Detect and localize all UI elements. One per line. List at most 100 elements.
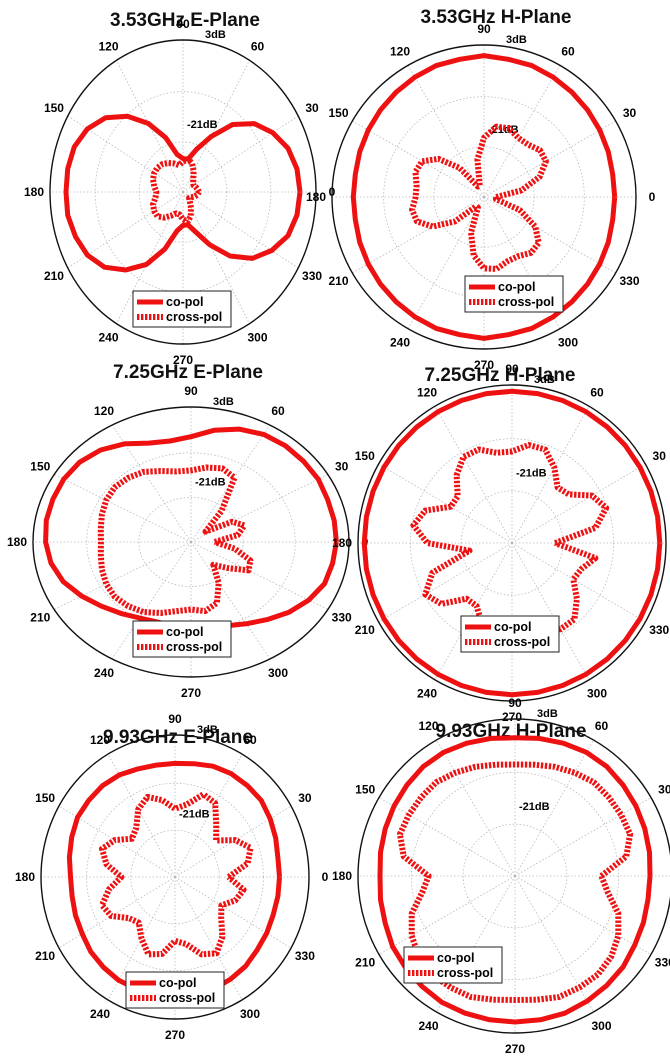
angle-tick-label: 210	[328, 274, 348, 288]
angle-tick-label: 120	[90, 733, 110, 747]
polar-chart: 03060901201501802102402703003303dB-21dBc…	[306, 22, 656, 372]
angle-tick-label: 330	[649, 623, 669, 637]
grid-spoke	[352, 196, 485, 274]
co-pol-series-line	[66, 760, 282, 1001]
grid-ring	[138, 497, 244, 587]
chart-title: 9.93GHz E-Plane	[103, 727, 253, 748]
outer-ring	[357, 384, 667, 702]
angle-tick-label: 180	[306, 190, 326, 204]
angle-tick-label: 270	[505, 1042, 525, 1056]
angle-tick-label: 240	[98, 330, 118, 344]
angle-tick-label: 120	[418, 719, 438, 733]
cross-pol-series-line	[409, 123, 549, 272]
grid-spoke	[190, 541, 271, 660]
angle-tick-label: 180	[332, 536, 352, 550]
grid-spoke	[407, 65, 485, 198]
grid-spoke	[182, 191, 250, 324]
angle-tick-label: 330	[302, 269, 322, 283]
angle-tick-label: 60	[243, 733, 257, 747]
radial-label-outer: 3dB	[534, 374, 555, 386]
grid-spoke	[111, 424, 192, 543]
angle-tick-label: 150	[30, 460, 50, 474]
grid-spoke	[107, 753, 176, 878]
co-pol-series-line	[63, 113, 303, 273]
angle-tick-label: 270	[173, 353, 193, 367]
grid-spoke	[58, 876, 176, 949]
radial-label-outer: 3dB	[205, 29, 226, 41]
outer-ring	[32, 406, 350, 678]
legend-box	[132, 620, 232, 658]
polar-chart: 03060901201501802102402703003303dB-21dBc…	[15, 712, 329, 1042]
grid-spoke	[514, 797, 652, 877]
angle-tick-label: 150	[328, 106, 348, 120]
angle-tick-label: 0	[322, 870, 329, 884]
grid-spoke	[67, 115, 184, 193]
grid-spoke	[67, 191, 184, 269]
angle-tick-label: 240	[390, 335, 410, 349]
legend-label: co-pol	[437, 951, 475, 965]
grid-spoke	[53, 474, 192, 543]
angle-tick-label: 330	[619, 274, 639, 288]
grid-spoke	[378, 463, 513, 544]
grid-spoke	[407, 196, 485, 329]
legend-box	[403, 946, 503, 984]
angle-tick-label: 270	[474, 358, 494, 372]
angle-tick-label: 30	[658, 783, 670, 797]
co-pol-series-line	[361, 388, 663, 698]
radial-label-inner: -21dB	[516, 468, 547, 480]
angle-tick-label: 240	[90, 1007, 110, 1021]
chart-title: 7.25GHz H-Plane	[424, 365, 576, 386]
angle-tick-label: 270	[181, 686, 201, 700]
angle-tick-label: 150	[355, 783, 375, 797]
polar-chart: 03060901201501802102402703003303dB-21dBc…	[332, 362, 670, 724]
angle-tick-label: 180	[7, 535, 27, 549]
grid-spoke	[352, 120, 485, 198]
cross-pol-series-line	[97, 464, 254, 616]
cross-pol-series-line	[410, 442, 610, 646]
angle-tick-label: 300	[558, 335, 578, 349]
angle-tick-label: 90	[168, 712, 182, 726]
grid-spoke	[190, 424, 271, 543]
angle-tick-label: 60	[271, 404, 285, 418]
legend-label: co-pol	[494, 620, 532, 634]
grid-spoke	[436, 875, 516, 1013]
outer-ring	[357, 718, 670, 1034]
legend-label: cross-pol	[166, 310, 222, 324]
angle-tick-label: 30	[653, 449, 667, 463]
grid-spoke	[174, 876, 292, 949]
co-pol-series-line	[350, 53, 618, 341]
legend-label: co-pol	[166, 295, 204, 309]
polar-chart: 03060901201501802102402703003303dB-21dBc…	[24, 17, 336, 367]
grid-spoke	[511, 463, 646, 544]
chart-title: 7.25GHz E-Plane	[113, 362, 263, 383]
angle-tick-label: 210	[44, 269, 64, 283]
legend-label: cross-pol	[494, 635, 550, 649]
angle-tick-label: 60	[251, 40, 265, 54]
grid-spoke	[483, 120, 616, 198]
cross-pol-series-line	[99, 791, 254, 958]
angle-tick-label: 270	[165, 1028, 185, 1042]
angle-tick-label: 270	[502, 710, 522, 724]
outer-ring	[40, 734, 310, 1020]
angle-tick-label: 330	[332, 611, 352, 625]
grid-spoke	[378, 875, 516, 955]
grid-ring	[383, 96, 585, 298]
radial-label-outer: 3dB	[197, 724, 218, 736]
angle-tick-label: 330	[295, 949, 315, 963]
angle-tick-label: 90	[477, 22, 491, 36]
grid-spoke	[53, 541, 192, 610]
angle-tick-label: 150	[35, 791, 55, 805]
angle-tick-label: 90	[508, 696, 522, 710]
angle-tick-label: 120	[417, 385, 437, 399]
angle-tick-label: 180	[24, 185, 44, 199]
grid-spoke	[434, 542, 513, 681]
grid-spoke	[514, 875, 652, 955]
legend-box	[125, 971, 225, 1009]
angle-tick-label: 180	[15, 870, 35, 884]
radial-label-inner: -21dB	[187, 119, 218, 131]
angle-tick-label: 300	[268, 666, 288, 680]
